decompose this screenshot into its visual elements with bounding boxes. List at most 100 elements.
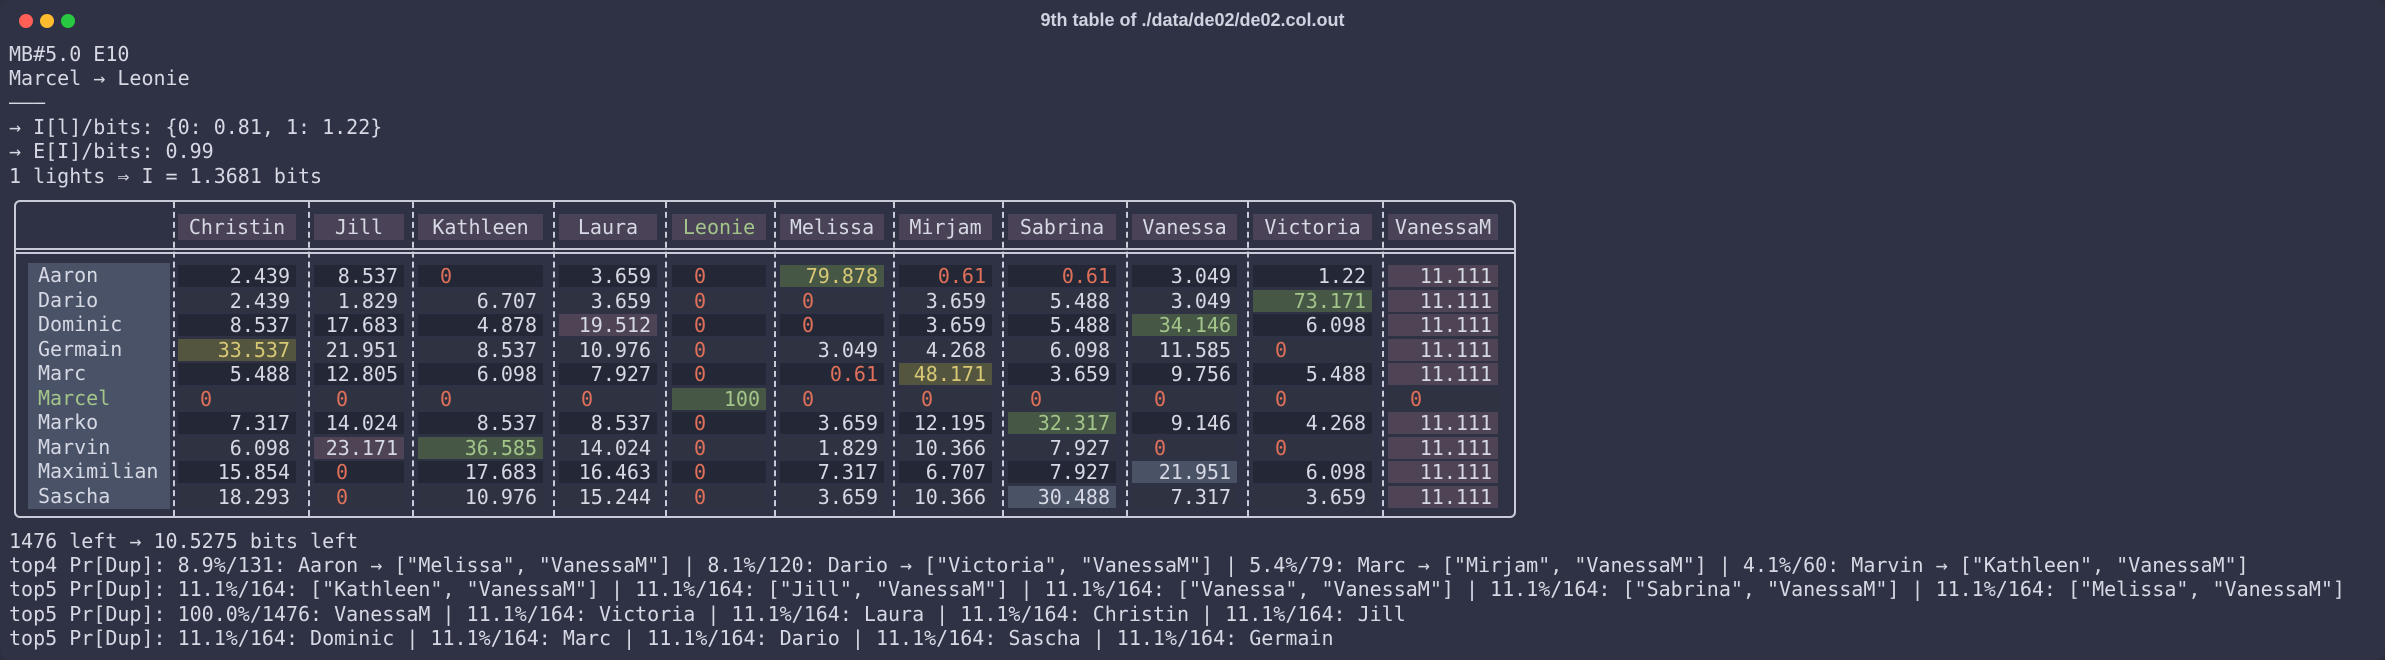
cell-dario-laura: 3.659 bbox=[559, 289, 657, 312]
cell-marko-laura: 8.537 bbox=[559, 412, 657, 434]
cell-aaron-jill: 8.537 bbox=[314, 265, 404, 287]
cell-marcel-victoria: 0 bbox=[1253, 387, 1372, 410]
cell-germain-laura: 10.976 bbox=[559, 338, 657, 361]
row-label-germain: Germain bbox=[28, 336, 170, 362]
cell-marc-kathleen: 6.098 bbox=[418, 363, 543, 385]
cell-marcel-mirjam: 0 bbox=[899, 387, 992, 410]
cell-sascha-jill: 0 bbox=[314, 485, 404, 508]
cell-marcel-christin: 0 bbox=[178, 387, 296, 410]
cell-maximilian-christin: 15.854 bbox=[178, 461, 296, 483]
cell-maximilian-melissa: 7.317 bbox=[780, 461, 884, 483]
row-label-dario: Dario bbox=[28, 287, 170, 313]
row-label-dominic: Dominic bbox=[28, 312, 170, 337]
cell-marc-leonie: 0 bbox=[672, 363, 766, 385]
column-divider bbox=[774, 202, 776, 516]
cell-dominic-sabrina: 5.488 bbox=[1008, 314, 1116, 336]
row-label-maximilian: Maximilian bbox=[28, 459, 170, 484]
cell-aaron-laura: 3.659 bbox=[559, 265, 657, 287]
cell-aaron-vanessa: 3.049 bbox=[1132, 265, 1237, 287]
footer-line-2: top4 Pr[Dup]: 8.9%/131: Aaron → ["Meliss… bbox=[9, 553, 2249, 577]
cell-marvin-vanessam: 11.111 bbox=[1388, 436, 1498, 459]
cell-marcel-kathleen: 0 bbox=[418, 387, 543, 410]
column-divider bbox=[1002, 202, 1004, 516]
footer-line-1: 1476 left → 10.5275 bits left bbox=[9, 529, 359, 553]
header-separator-2 bbox=[16, 252, 1514, 254]
footer-line-4: top5 Pr[Dup]: 100.0%/1476: VanessaM | 11… bbox=[9, 602, 1406, 626]
cell-sascha-leonie: 0 bbox=[672, 485, 766, 508]
column-divider bbox=[1247, 202, 1249, 516]
column-header-vanessam: VanessaM bbox=[1388, 214, 1498, 240]
cell-marc-laura: 7.927 bbox=[559, 363, 657, 385]
cell-marc-vanessam: 11.111 bbox=[1388, 363, 1498, 385]
column-header-melissa: Melissa bbox=[780, 214, 884, 240]
cell-marc-melissa: 0.61 bbox=[780, 363, 884, 385]
column-divider bbox=[893, 202, 895, 516]
cell-aaron-victoria: 1.22 bbox=[1253, 265, 1372, 287]
cell-maximilian-leonie: 0 bbox=[672, 461, 766, 483]
row-label-marvin: Marvin bbox=[28, 434, 170, 460]
cell-sascha-victoria: 3.659 bbox=[1253, 485, 1372, 508]
column-divider bbox=[308, 202, 310, 516]
column-divider bbox=[173, 202, 175, 516]
cell-germain-jill: 21.951 bbox=[314, 338, 404, 361]
cell-marko-vanessam: 11.111 bbox=[1388, 412, 1498, 434]
row-label-sascha: Sascha bbox=[28, 483, 170, 509]
cell-marc-jill: 12.805 bbox=[314, 363, 404, 385]
window-title: 9th table of ./data/de02/de02.col.out bbox=[1040, 10, 1345, 30]
close-window-button[interactable] bbox=[19, 14, 33, 28]
column-divider bbox=[1382, 202, 1384, 516]
cell-marcel-leonie: 100 bbox=[672, 387, 766, 410]
cell-sascha-kathleen: 10.976 bbox=[418, 485, 543, 508]
cell-maximilian-vanessa: 21.951 bbox=[1132, 461, 1237, 483]
cell-sascha-laura: 15.244 bbox=[559, 485, 657, 508]
column-header-leonie: Leonie bbox=[672, 214, 766, 240]
cell-dario-mirjam: 3.659 bbox=[899, 289, 992, 312]
maximize-window-button[interactable] bbox=[61, 14, 75, 28]
cell-marko-melissa: 3.659 bbox=[780, 412, 884, 434]
column-header-kathleen: Kathleen bbox=[418, 214, 543, 240]
cell-dominic-laura: 19.512 bbox=[559, 314, 657, 336]
cell-maximilian-sabrina: 7.927 bbox=[1008, 461, 1116, 483]
cell-dario-kathleen: 6.707 bbox=[418, 289, 543, 312]
cell-dominic-leonie: 0 bbox=[672, 314, 766, 336]
column-header-mirjam: Mirjam bbox=[899, 214, 992, 240]
cell-germain-vanessa: 11.585 bbox=[1132, 338, 1237, 361]
column-header-christin: Christin bbox=[178, 214, 296, 240]
cell-aaron-mirjam: 0.61 bbox=[899, 265, 992, 287]
cell-germain-sabrina: 6.098 bbox=[1008, 338, 1116, 361]
header-separator bbox=[16, 248, 1514, 250]
footer-line-5: top5 Pr[Dup]: 11.1%/164: Dominic | 11.1%… bbox=[9, 626, 1334, 650]
header-line-6: 1 lights ⇒ I = 1.3681 bits bbox=[9, 164, 323, 188]
cell-aaron-sabrina: 0.61 bbox=[1008, 265, 1116, 287]
cell-dario-vanessam: 11.111 bbox=[1388, 289, 1498, 312]
cell-dario-vanessa: 3.049 bbox=[1132, 289, 1237, 312]
column-divider bbox=[1126, 202, 1128, 516]
minimize-window-button[interactable] bbox=[40, 14, 54, 28]
cell-dario-christin: 2.439 bbox=[178, 289, 296, 312]
cell-marko-leonie: 0 bbox=[672, 412, 766, 434]
header-line-3: ——— bbox=[9, 90, 46, 114]
cell-marvin-kathleen: 36.585 bbox=[418, 436, 543, 459]
cell-marc-victoria: 5.488 bbox=[1253, 363, 1372, 385]
cell-marcel-vanessam: 0 bbox=[1388, 387, 1498, 410]
cell-marcel-jill: 0 bbox=[314, 387, 404, 410]
cell-aaron-kathleen: 0 bbox=[418, 265, 543, 287]
header-line-4: → I[l]/bits: {0: 0.81, 1: 1.22} bbox=[9, 115, 383, 139]
cell-sascha-vanessam: 11.111 bbox=[1388, 485, 1498, 508]
column-header-laura: Laura bbox=[559, 214, 657, 240]
column-header-sabrina: Sabrina bbox=[1008, 214, 1116, 240]
cell-germain-victoria: 0 bbox=[1253, 338, 1372, 361]
cell-maximilian-mirjam: 6.707 bbox=[899, 461, 992, 483]
cell-marvin-sabrina: 7.927 bbox=[1008, 436, 1116, 459]
cell-aaron-christin: 2.439 bbox=[178, 265, 296, 287]
header-line-2: Marcel → Leonie bbox=[9, 66, 190, 90]
cell-dario-victoria: 73.171 bbox=[1253, 289, 1372, 312]
column-divider bbox=[412, 202, 414, 516]
cell-marko-jill: 14.024 bbox=[314, 412, 404, 434]
cell-marvin-vanessa: 0 bbox=[1132, 436, 1237, 459]
cell-dominic-vanessam: 11.111 bbox=[1388, 314, 1498, 336]
cell-aaron-melissa: 79.878 bbox=[780, 265, 884, 287]
cell-sascha-vanessa: 7.317 bbox=[1132, 485, 1237, 508]
title-bar: 9th table of ./data/de02/de02.col.out bbox=[0, 0, 2385, 40]
cell-dominic-vanessa: 34.146 bbox=[1132, 314, 1237, 336]
